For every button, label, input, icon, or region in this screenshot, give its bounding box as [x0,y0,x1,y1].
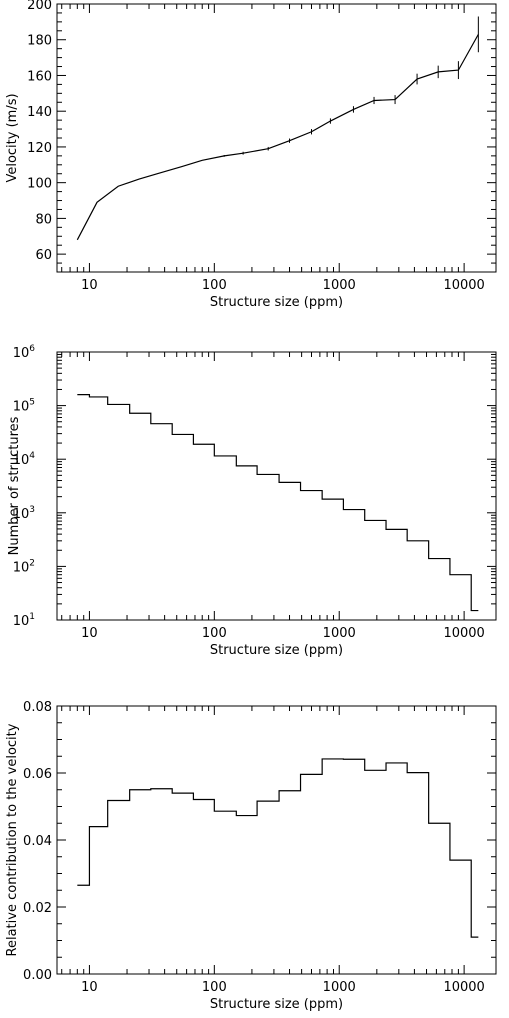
y-tick-label: 0.04 [23,834,52,849]
plot-frame [56,705,497,975]
y-tick-label: 0.08 [23,700,52,715]
plot-frame [56,3,497,273]
number-of-structures-panel: 10 100 1000 10000 101 102 103 104 105 106 Structur… [7,344,497,658]
x-tick-label: 1000 [323,980,356,995]
y-tick-label: 140 [27,105,52,120]
y-tick-label: 0.06 [23,767,52,782]
y-tick-label: 0.02 [23,901,52,916]
plot-frame [56,351,497,621]
x-tick-label: 1000 [323,278,356,293]
y-axis-label: Relative contribution to the velocity [5,723,20,956]
x-tick-label: 10 [81,278,98,293]
y-tick-label: 106 [13,344,36,361]
y-tick-label: 180 [27,34,52,49]
y-tick-label: 120 [27,141,52,156]
y-axis-label: Number of structures [7,416,22,555]
x-tick-label: 10000 [443,626,484,641]
x-tick-label: 1000 [323,626,356,641]
x-tick-label: 10000 [443,278,484,293]
x-tick-label: 10000 [443,980,484,995]
y-tick-label: 0.00 [23,968,52,983]
x-tick-label: 100 [202,278,227,293]
x-axis-label: Structure size (ppm) [210,643,343,658]
y-tick-label: 105 [13,398,35,415]
y-tick-label: 200 [27,0,52,13]
y-tick-label: 104 [13,451,36,468]
x-tick-label: 100 [202,980,227,995]
y-tick-label: 60 [35,248,52,263]
y-tick-label: 100 [27,177,52,192]
x-tick-label: 10 [81,980,98,995]
x-axis-label: Structure size (ppm) [210,295,343,310]
y-tick-label: 80 [35,212,52,227]
y-tick-label: 103 [13,505,35,522]
x-tick-label: 100 [202,626,227,641]
relative-contribution-panel: 10 100 1000 10000 0.00 0.02 0.04 0.06 0.08 Struct… [5,700,497,1012]
y-tick-label: 102 [13,558,35,575]
histogram-step-line [77,758,479,938]
y-tick-label: 101 [13,612,35,629]
x-axis-label: Structure size (ppm) [210,997,343,1012]
velocity-series-line [76,34,479,241]
histogram-step-line [77,394,479,612]
x-tick-label: 10 [81,626,98,641]
y-axis-label: Velocity (m/s) [5,93,20,182]
velocity-panel: 10 100 1000 10000 60 80 100 120 140 160 180 200 Stru… [5,0,497,310]
y-tick-label: 160 [27,69,52,84]
